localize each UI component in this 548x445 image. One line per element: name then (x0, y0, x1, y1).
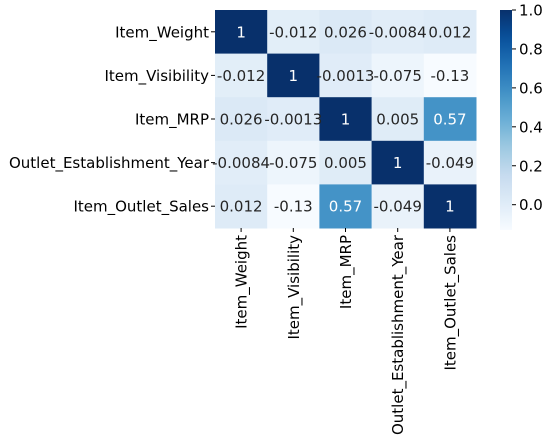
cell-annotation: 1 (341, 111, 351, 129)
cell-annotation: -0.13 (274, 198, 313, 216)
x-tick-label: Item_Visibility (285, 235, 304, 340)
heatmap-cell (371, 10, 425, 55)
x-tick-label: Outlet_Establishment_Year (389, 234, 408, 435)
heatmap-cell (371, 184, 425, 229)
y-tick-label: Outlet_Establishment_Year (9, 154, 210, 173)
heatmap-cell (319, 10, 373, 55)
x-tick-label: Item_Weight (233, 235, 252, 329)
heatmap-cell (215, 97, 268, 142)
heatmap-cell (371, 97, 425, 142)
cell-annotation: -0.075 (374, 67, 422, 85)
heatmap-cell (267, 184, 320, 229)
cell-annotation: 1 (393, 154, 403, 172)
cell-annotation: 0.57 (329, 198, 362, 216)
y-tick-label: Item_Visibility (104, 67, 209, 86)
heatmap-cell (423, 97, 477, 142)
heatmap-cell (267, 97, 320, 142)
cell-annotation: -0.049 (374, 198, 422, 216)
heatmap-cell (267, 10, 320, 55)
cell-annotation: 1 (236, 23, 246, 41)
colorbar-tick-label: 1.0 (519, 2, 543, 20)
heatmap-cell (215, 140, 268, 185)
colorbar-tick-label: 0.6 (519, 79, 543, 97)
heatmap-cell (319, 97, 373, 142)
heatmap-cells (215, 10, 477, 229)
heatmap-cell (319, 140, 373, 185)
cell-annotation: -0.0013 (264, 111, 322, 129)
colorbar-tick-label: 0.4 (519, 118, 543, 136)
heatmap-cell (319, 53, 373, 98)
colorbar-tick-label: 0.0 (519, 196, 543, 214)
colorbar-gradient (500, 10, 512, 230)
colorbar: 0.0 0.2 0.4 0.6 0.8 1.0 (500, 2, 543, 230)
cell-annotation: 1 (445, 198, 455, 216)
cell-annotation: -0.13 (430, 67, 469, 85)
y-tick-label: Item_Outlet_Sales (73, 198, 209, 217)
heatmap-cell (215, 184, 268, 229)
cell-annotation: 0.005 (324, 154, 367, 172)
cell-annotation: -0.012 (269, 23, 317, 41)
heatmap-annotations: 1 -0.012 0.026 -0.0084 0.012-0.012 1 -0.0013 -0… (212, 23, 474, 215)
cell-annotation: -0.0084 (369, 23, 427, 41)
heatmap-cell (319, 184, 373, 229)
cell-annotation: -0.0013 (317, 67, 375, 85)
cell-annotation: 0.026 (324, 23, 367, 41)
cell-annotation: -0.075 (269, 154, 317, 172)
heatmap-cell (423, 140, 477, 185)
y-tick-label: Item_Weight (115, 23, 209, 42)
heatmap-cell (423, 53, 477, 98)
heatmap-cell (215, 10, 268, 55)
cell-annotation: -0.012 (217, 67, 265, 85)
heatmap-cell (267, 53, 320, 98)
heatmap-cell (215, 53, 268, 98)
heatmap-cell (371, 53, 425, 98)
cell-annotation: 0.012 (220, 198, 263, 216)
cell-annotation: 0.026 (220, 111, 263, 129)
colorbar-tick-label: 0.2 (519, 157, 543, 175)
colorbar-tick-label: 0.8 (519, 40, 543, 58)
cell-annotation: 0.57 (433, 111, 466, 129)
heatmap-cell (423, 10, 477, 55)
x-axis-ticks: Item_Weight Item_Visibility Item_MRP Outlet… (233, 228, 460, 435)
cell-annotation: -0.0084 (212, 154, 270, 172)
cell-annotation: -0.049 (426, 154, 474, 172)
heatmap-cell (423, 184, 477, 229)
y-tick-label: Item_MRP (135, 111, 209, 130)
cell-annotation: 0.005 (376, 111, 419, 129)
y-axis-ticks: Item_Weight Item_Visibility Item_MRP Outlet… (9, 23, 215, 217)
cell-annotation: 0.012 (428, 23, 471, 41)
heatmap-cell (371, 140, 425, 185)
x-tick-label: Item_MRP (337, 235, 356, 309)
cell-annotation: 1 (289, 67, 299, 85)
x-tick-label: Item_Outlet_Sales (441, 235, 460, 371)
heatmap-cell (267, 140, 320, 185)
